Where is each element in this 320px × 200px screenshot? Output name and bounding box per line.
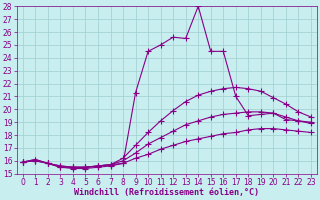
X-axis label: Windchill (Refroidissement éolien,°C): Windchill (Refroidissement éolien,°C) <box>74 188 260 197</box>
